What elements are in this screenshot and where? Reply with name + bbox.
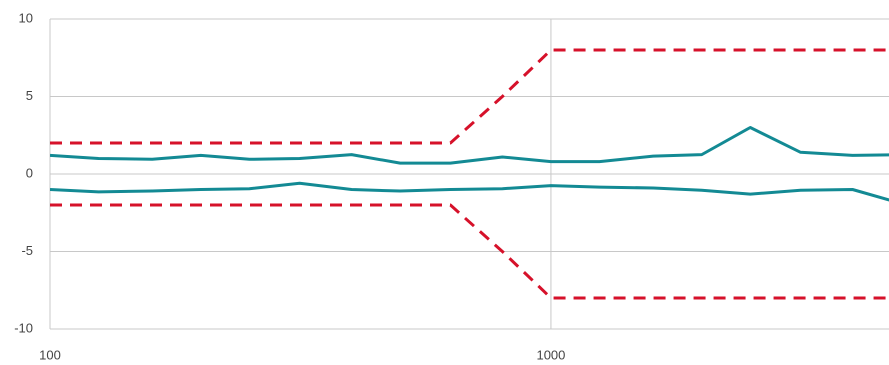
series-line <box>50 48 889 145</box>
y-tick-label: -5 <box>21 243 33 258</box>
plot-area <box>50 48 889 300</box>
y-tick-label: -10 <box>14 320 33 335</box>
x-tick-label: 1000 <box>536 347 565 362</box>
y-tick-label: 0 <box>26 165 33 180</box>
series-line <box>50 126 889 165</box>
series-line <box>50 203 889 300</box>
y-tick-label: 10 <box>19 10 33 25</box>
x-tick-label: 100 <box>39 347 61 362</box>
grid <box>49 18 889 330</box>
y-tick-label: 5 <box>26 88 33 103</box>
series-line <box>50 181 889 202</box>
labels: -10 -5 0 5 10 100 1000 <box>14 10 565 362</box>
